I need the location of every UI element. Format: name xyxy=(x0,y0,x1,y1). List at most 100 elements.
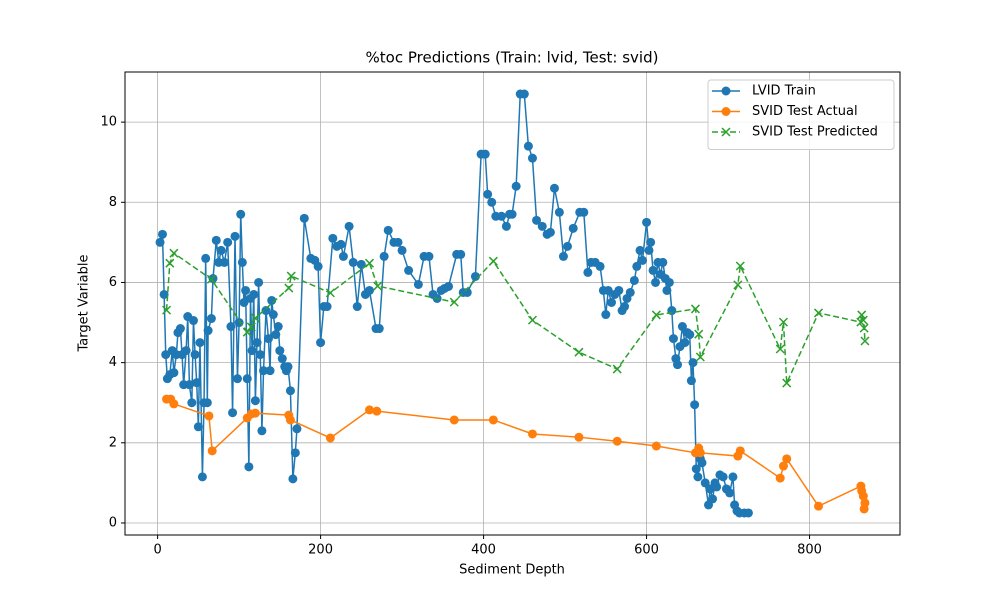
point-marker xyxy=(211,235,221,245)
point-marker xyxy=(549,183,559,193)
point-marker xyxy=(273,322,283,332)
y-tick-label: 4 xyxy=(109,355,117,370)
point-marker xyxy=(690,304,700,314)
point-marker xyxy=(393,237,403,247)
point-marker xyxy=(496,211,506,221)
point-marker xyxy=(735,261,745,271)
point-marker xyxy=(165,258,175,268)
point-marker xyxy=(629,275,639,285)
x-tick-label: 800 xyxy=(797,543,822,558)
point-marker xyxy=(325,433,335,443)
point-marker xyxy=(511,181,521,191)
point-marker xyxy=(184,380,194,390)
point-marker xyxy=(563,241,573,251)
point-marker xyxy=(216,245,226,255)
point-marker xyxy=(677,322,687,332)
legend: LVID Train SVID Test Actual SVID Test Pred… xyxy=(707,79,895,150)
point-marker xyxy=(612,436,622,446)
point-marker xyxy=(470,271,480,281)
point-marker xyxy=(268,310,278,320)
point-marker xyxy=(379,251,389,261)
point-marker xyxy=(374,324,384,334)
point-marker xyxy=(244,462,254,472)
point-marker xyxy=(662,285,672,295)
legend-label: SVID Test Actual xyxy=(752,104,858,119)
point-marker xyxy=(157,229,167,239)
point-marker xyxy=(255,350,265,360)
point-marker xyxy=(488,256,498,266)
plot-frame xyxy=(124,71,901,536)
point-marker xyxy=(181,346,191,356)
point-marker xyxy=(487,197,497,207)
point-marker xyxy=(537,221,547,231)
point-marker xyxy=(338,251,348,261)
point-marker xyxy=(364,405,374,415)
point-marker xyxy=(322,302,332,312)
point-marker xyxy=(651,277,661,287)
point-marker xyxy=(192,378,202,388)
point-marker xyxy=(188,316,198,326)
point-marker xyxy=(728,472,738,482)
point-marker xyxy=(501,221,511,231)
point-marker xyxy=(668,334,678,344)
point-marker xyxy=(519,89,529,99)
point-marker xyxy=(646,237,656,247)
point-marker xyxy=(782,378,792,388)
point-marker xyxy=(344,221,354,231)
point-marker xyxy=(527,429,537,439)
point-marker xyxy=(290,448,300,458)
point-marker xyxy=(637,255,647,265)
point-marker xyxy=(257,426,267,436)
point-marker xyxy=(348,257,358,267)
point-marker xyxy=(187,398,197,408)
legend-marker xyxy=(721,107,731,116)
point-marker xyxy=(658,257,668,267)
point-marker xyxy=(697,458,707,468)
point-marker xyxy=(239,297,249,307)
x-tick-label: 200 xyxy=(308,543,333,558)
point-marker xyxy=(523,141,533,151)
point-marker xyxy=(277,354,287,364)
point-marker xyxy=(175,324,185,334)
point-marker xyxy=(488,415,498,425)
point-marker xyxy=(325,288,335,298)
y-tick-label: 10 xyxy=(100,115,117,130)
point-marker xyxy=(161,350,171,360)
point-marker xyxy=(700,478,710,488)
point-marker xyxy=(583,267,593,277)
point-marker xyxy=(632,261,642,271)
point-marker xyxy=(695,352,705,362)
point-marker xyxy=(223,237,233,247)
point-marker xyxy=(228,408,238,418)
point-marker xyxy=(449,297,459,307)
point-marker xyxy=(735,446,745,456)
point-marker xyxy=(545,227,555,237)
point-marker xyxy=(202,398,212,408)
point-marker xyxy=(680,338,690,348)
point-marker xyxy=(267,295,277,305)
point-marker xyxy=(712,482,722,492)
point-marker xyxy=(299,213,309,223)
point-marker xyxy=(554,207,564,217)
point-marker xyxy=(234,318,244,328)
point-marker xyxy=(250,408,260,418)
series xyxy=(162,248,870,388)
point-marker xyxy=(265,366,275,376)
point-marker xyxy=(219,257,229,267)
y-tick-label: 8 xyxy=(109,195,117,210)
point-marker xyxy=(527,315,537,325)
point-marker xyxy=(775,473,785,483)
point-marker xyxy=(190,350,200,360)
point-marker xyxy=(328,233,338,243)
point-marker xyxy=(413,279,423,289)
point-marker xyxy=(693,472,703,482)
point-marker xyxy=(775,344,785,354)
point-marker xyxy=(372,406,382,416)
point-marker xyxy=(708,494,718,504)
point-marker xyxy=(648,265,658,275)
point-marker xyxy=(635,245,645,255)
point-marker xyxy=(356,259,366,269)
point-marker xyxy=(620,302,630,312)
legend-marker xyxy=(721,127,731,137)
point-marker xyxy=(814,501,824,511)
